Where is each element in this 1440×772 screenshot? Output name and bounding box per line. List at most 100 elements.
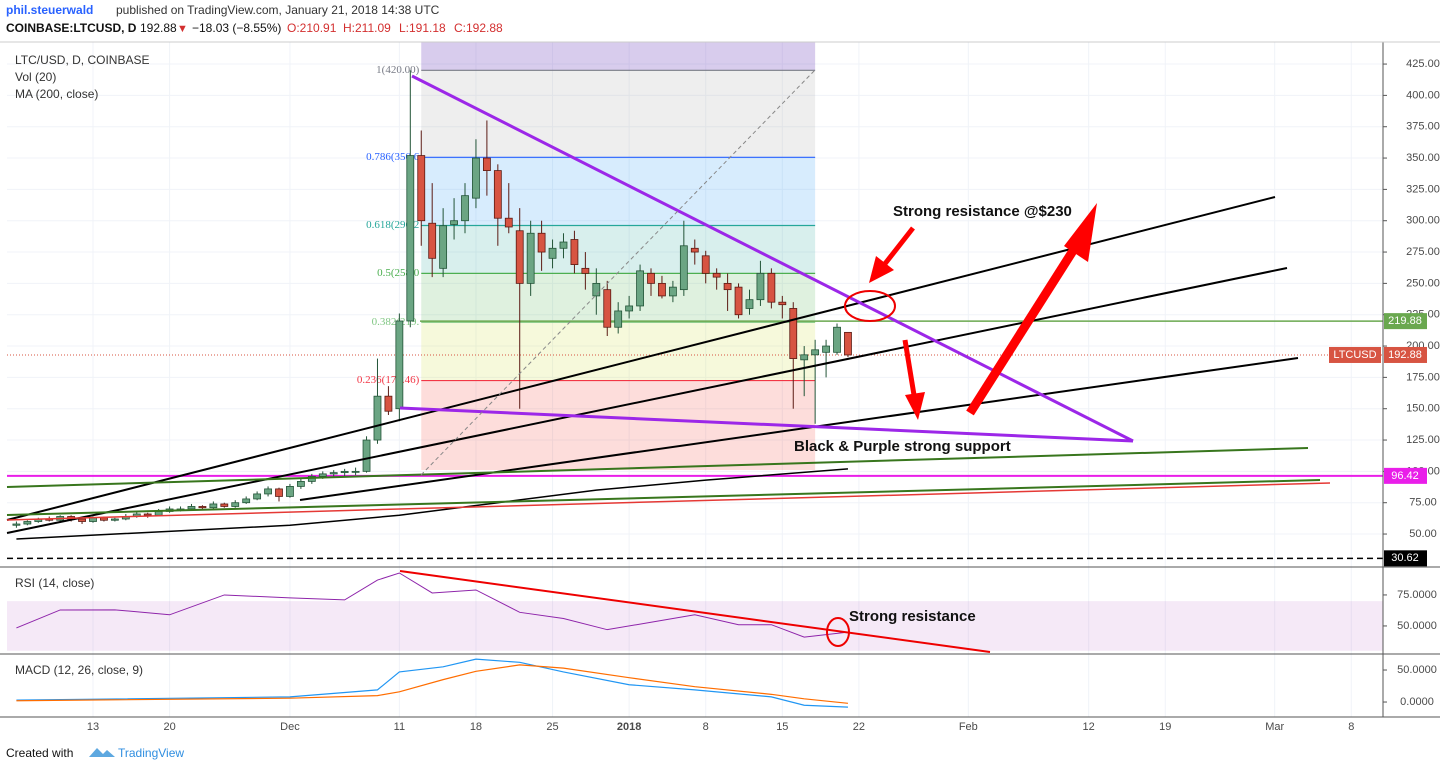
candle-body [417, 155, 426, 222]
candle-body [668, 286, 677, 297]
price-tag [1384, 313, 1427, 330]
trend-line [299, 357, 1299, 501]
price-tag-label: 192.88 [1388, 349, 1422, 361]
y-tick-label: 300.00 [1406, 215, 1440, 227]
arrow [882, 226, 915, 267]
candle-body [526, 232, 535, 284]
arrow-head [869, 256, 894, 283]
candle-body [242, 498, 251, 504]
candle-body [800, 354, 809, 361]
candle-body [734, 286, 743, 316]
arrow-head [1064, 203, 1097, 262]
trend-line [6, 447, 1309, 488]
price-tag-label: 96.42 [1391, 470, 1419, 482]
candle-body [428, 222, 437, 259]
candle-body [778, 301, 787, 306]
rsi-band [7, 601, 1383, 651]
candle-body [154, 511, 163, 516]
candle-body [198, 506, 207, 509]
x-tick-label: Dec [280, 721, 300, 733]
x-tick-label: 18 [470, 721, 482, 733]
published: published on TradingView.com, January 21… [116, 3, 440, 17]
trend-line [399, 570, 991, 653]
candle-body [187, 506, 196, 510]
ohlc-low: L:191.18 [399, 21, 446, 35]
fib-diagonal [420, 69, 816, 476]
candle-body [592, 282, 601, 297]
last-price: 192.88 [140, 21, 177, 35]
candle-body [12, 523, 21, 526]
y-tick-label: 50.0000 [1397, 664, 1437, 676]
trend-line [6, 196, 1276, 521]
y-tick-label: 425.00 [1406, 58, 1440, 70]
candle-body [679, 245, 688, 291]
candle-body [515, 230, 524, 284]
legend-entry: MA (200, close) [15, 87, 98, 101]
candle-body [362, 439, 371, 472]
y-tick-label: 375.00 [1406, 121, 1440, 133]
x-tick-label: 25 [546, 721, 558, 733]
candle-body [581, 267, 590, 274]
y-tick-label: 75.00 [1409, 497, 1437, 509]
candle-body [253, 493, 262, 500]
fib-band [421, 42, 816, 71]
candle-body [461, 195, 469, 222]
legend-entry: LTC/USD, D, COINBASE [15, 53, 149, 67]
symbol: COINBASE:LTCUSD, D [6, 21, 137, 35]
candle-body [493, 170, 502, 219]
arrow [902, 339, 917, 396]
candle-body [548, 247, 557, 259]
brand[interactable]: TradingView [118, 746, 184, 760]
candle-body [439, 225, 448, 269]
candle-body [658, 282, 666, 297]
macd-line [16, 664, 849, 704]
price-tag [1384, 467, 1427, 484]
candle-body [231, 502, 240, 507]
candle-body [209, 503, 218, 509]
pane-title: RSI (14, close) [15, 576, 94, 590]
y-tick-label: 400.00 [1406, 89, 1440, 101]
candle-body [833, 326, 841, 353]
y-tick-label: 275.00 [1406, 246, 1440, 258]
y-tick-label: 150.00 [1406, 403, 1440, 415]
candle-body [340, 470, 349, 474]
candle-body [636, 270, 644, 307]
plot-area: 1(420.00)0.786(350.60.618(296.20.5(258.0… [7, 42, 1383, 717]
y-tick-label: 325.00 [1406, 183, 1440, 195]
candle-body [559, 241, 568, 249]
arrow [966, 232, 1087, 416]
annotation: Black & Purple strong support [794, 438, 1011, 455]
price-tag-label: 30.62 [1391, 552, 1419, 564]
x-tick-label: 20 [163, 721, 175, 733]
annotation: Strong resistance [849, 608, 976, 625]
y-tick-label: 250.00 [1406, 277, 1440, 289]
candle-body [647, 272, 655, 284]
x-tick-label: 19 [1159, 721, 1171, 733]
drawings [6, 69, 1331, 653]
ohlc-close: C:192.88 [454, 21, 503, 35]
author: phil.steuerwald [6, 3, 93, 17]
change: −18.03 (−8.55%) [192, 21, 281, 35]
trend-line [6, 479, 1321, 516]
brand-logo [89, 748, 115, 757]
candle-body [723, 282, 732, 291]
x-tick-label: 22 [853, 721, 865, 733]
x-tick-label: Feb [959, 721, 978, 733]
candle-body [23, 521, 32, 525]
footer-text: Created with [6, 746, 73, 760]
candle-body [318, 473, 327, 477]
legend-entry: Vol (20) [15, 70, 56, 84]
candle-body [614, 310, 623, 328]
candle-body [625, 305, 634, 312]
candle-body [143, 513, 152, 516]
candle-body [570, 239, 579, 265]
y-tick-label: 75.0000 [1397, 589, 1437, 601]
candle-body [690, 247, 699, 253]
x-tick-label: 15 [776, 721, 788, 733]
candle-body [100, 517, 108, 521]
candle-body [756, 272, 765, 301]
change-arrow: ▼ [177, 23, 188, 35]
price-tag [1384, 346, 1427, 363]
candle-body [275, 488, 283, 497]
